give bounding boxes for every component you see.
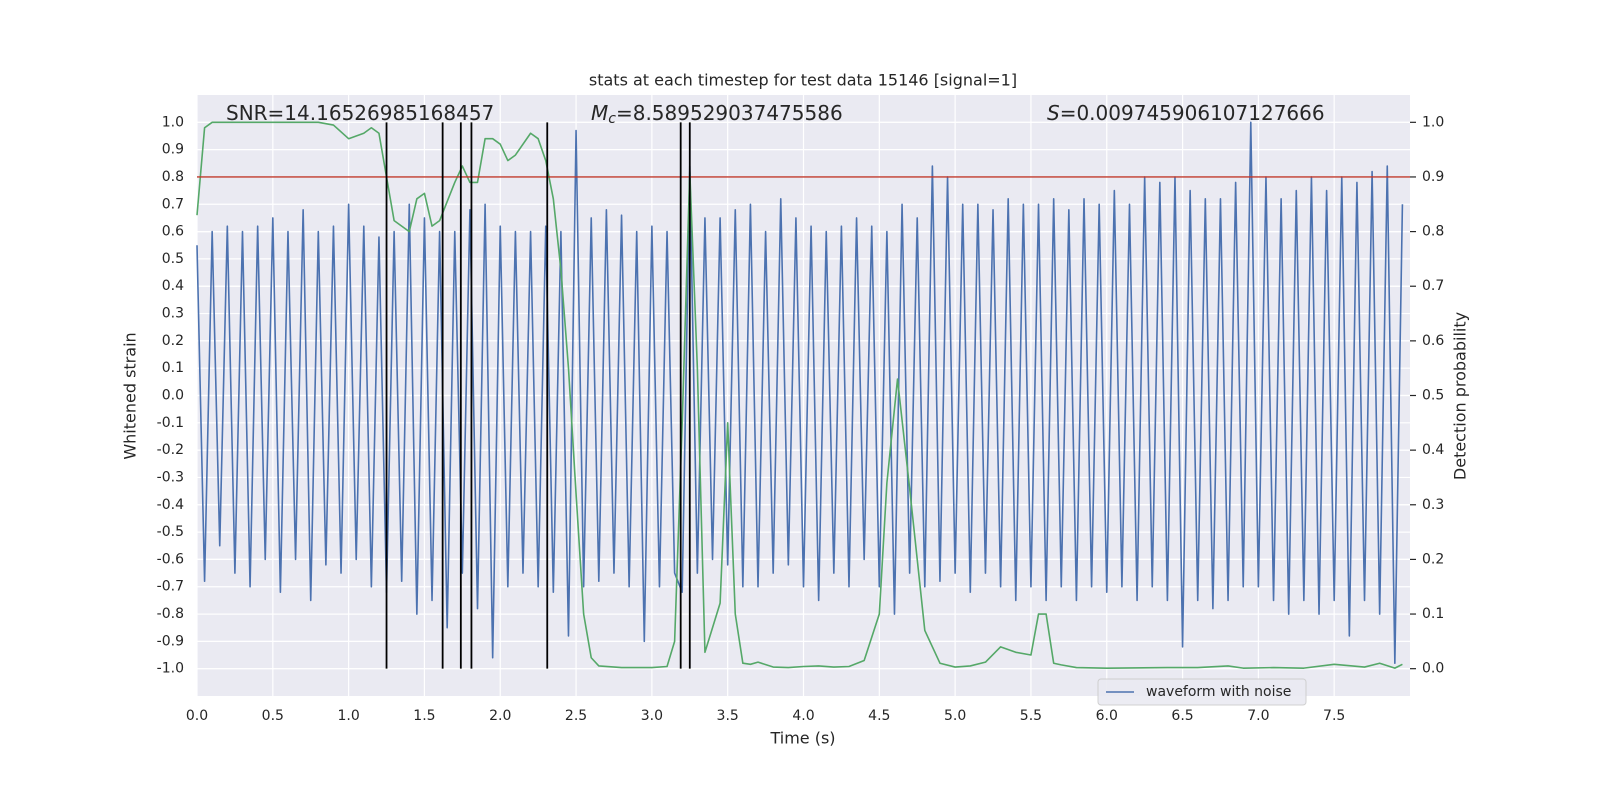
legend-label: waveform with noise bbox=[1146, 684, 1291, 700]
y2-tick-label: 0.8 bbox=[1422, 224, 1444, 240]
y2-tick-label: 0.3 bbox=[1422, 497, 1444, 513]
y-tick-label: 0.0 bbox=[162, 388, 184, 404]
y-tick-label: -0.9 bbox=[157, 633, 184, 649]
marks bbox=[196, 121, 1410, 669]
series-line bbox=[196, 121, 1404, 665]
x-tick-label: 5.5 bbox=[1020, 708, 1042, 724]
y-tick-label: 0.4 bbox=[162, 278, 184, 294]
x-tick-label: 4.5 bbox=[868, 708, 890, 724]
y-tick-label: -1.0 bbox=[157, 661, 184, 677]
chart-title: stats at each timestep for test data 151… bbox=[589, 71, 1017, 90]
y-tick-label: 0.5 bbox=[162, 251, 184, 267]
y-tick-label: -0.2 bbox=[157, 442, 184, 458]
x-tick-label: 4.0 bbox=[792, 708, 814, 724]
y2-tick-label: 0.5 bbox=[1422, 388, 1444, 404]
y2-tick-label: 0.1 bbox=[1422, 606, 1444, 622]
x-tick-label: 3.5 bbox=[717, 708, 739, 724]
x-tick-label: 1.0 bbox=[337, 708, 359, 724]
y2-tick-label: 0.6 bbox=[1422, 333, 1444, 349]
annotation-text: =0.009745906107127666 bbox=[1060, 101, 1325, 125]
annotation-symbol: M bbox=[591, 101, 608, 125]
y-tick-label: 0.3 bbox=[162, 306, 184, 322]
x-axis-label: Time (s) bbox=[769, 729, 835, 748]
annotation: Mc=8.589529037475586 bbox=[591, 101, 843, 128]
y2-tick-label: 0.0 bbox=[1422, 661, 1444, 677]
x-tick-label: 1.5 bbox=[413, 708, 435, 724]
y-tick-label: 1.0 bbox=[162, 114, 184, 130]
annotation: SNR=14.16526985168457 bbox=[226, 101, 494, 125]
x-tick-label: 7.5 bbox=[1323, 708, 1345, 724]
y-tick-label: 0.9 bbox=[162, 142, 184, 158]
x-tick-label: 0.0 bbox=[186, 708, 208, 724]
y-tick-label: 0.1 bbox=[162, 360, 184, 376]
y2-tick-label: 0.2 bbox=[1422, 551, 1444, 567]
annotation-text: =8.589529037475586 bbox=[616, 101, 843, 125]
annotation-symbol: S bbox=[1047, 101, 1060, 125]
legend: waveform with noise bbox=[1097, 678, 1307, 706]
x-tick-label: 7.0 bbox=[1247, 708, 1269, 724]
y-tick-label: -0.7 bbox=[157, 579, 184, 595]
y2-tick-label: 0.4 bbox=[1422, 442, 1444, 458]
legend-box bbox=[1097, 678, 1307, 706]
y-tick-label: 0.8 bbox=[162, 169, 184, 185]
y-tick-label: -0.3 bbox=[157, 469, 184, 485]
annotation-subscript: c bbox=[608, 111, 616, 127]
x-tick-label: 5.0 bbox=[944, 708, 966, 724]
y2-axis-label: Detection probability bbox=[1451, 312, 1470, 480]
y-tick-label: -0.6 bbox=[157, 551, 184, 567]
y2-tick-label: 0.9 bbox=[1422, 169, 1444, 185]
x-tick-label: 2.5 bbox=[565, 708, 587, 724]
y-tick-label: 0.7 bbox=[162, 196, 184, 212]
y-axis-label: Whitened strain bbox=[121, 332, 140, 459]
y2-tick-label: 1.0 bbox=[1422, 114, 1444, 130]
y-tick-label: -0.8 bbox=[157, 606, 184, 622]
x-tick-label: 0.5 bbox=[262, 708, 284, 724]
x-tick-label: 3.0 bbox=[641, 708, 663, 724]
x-tick-label: 6.5 bbox=[1171, 708, 1193, 724]
y2-tick-label: 0.7 bbox=[1422, 278, 1444, 294]
y-tick-label: -0.4 bbox=[157, 497, 184, 513]
annotation: S=0.009745906107127666 bbox=[1047, 101, 1325, 125]
labels: 0.0 0.5 1.0 1.5 2.0 2.5 3.0 3.5 4.0 4.5 5.0 5.5 6.0 6… bbox=[157, 101, 1445, 725]
y-tick-label: -0.1 bbox=[157, 415, 184, 431]
annotation-text: SNR=14.16526985168457 bbox=[226, 101, 494, 125]
y-tick-label: 0.6 bbox=[162, 224, 184, 240]
x-tick-label: 2.0 bbox=[489, 708, 511, 724]
y-tick-label: -0.5 bbox=[157, 524, 184, 540]
x-tick-label: 6.0 bbox=[1096, 708, 1118, 724]
y-tick-label: 0.2 bbox=[162, 333, 184, 349]
series-line bbox=[196, 121, 1403, 669]
